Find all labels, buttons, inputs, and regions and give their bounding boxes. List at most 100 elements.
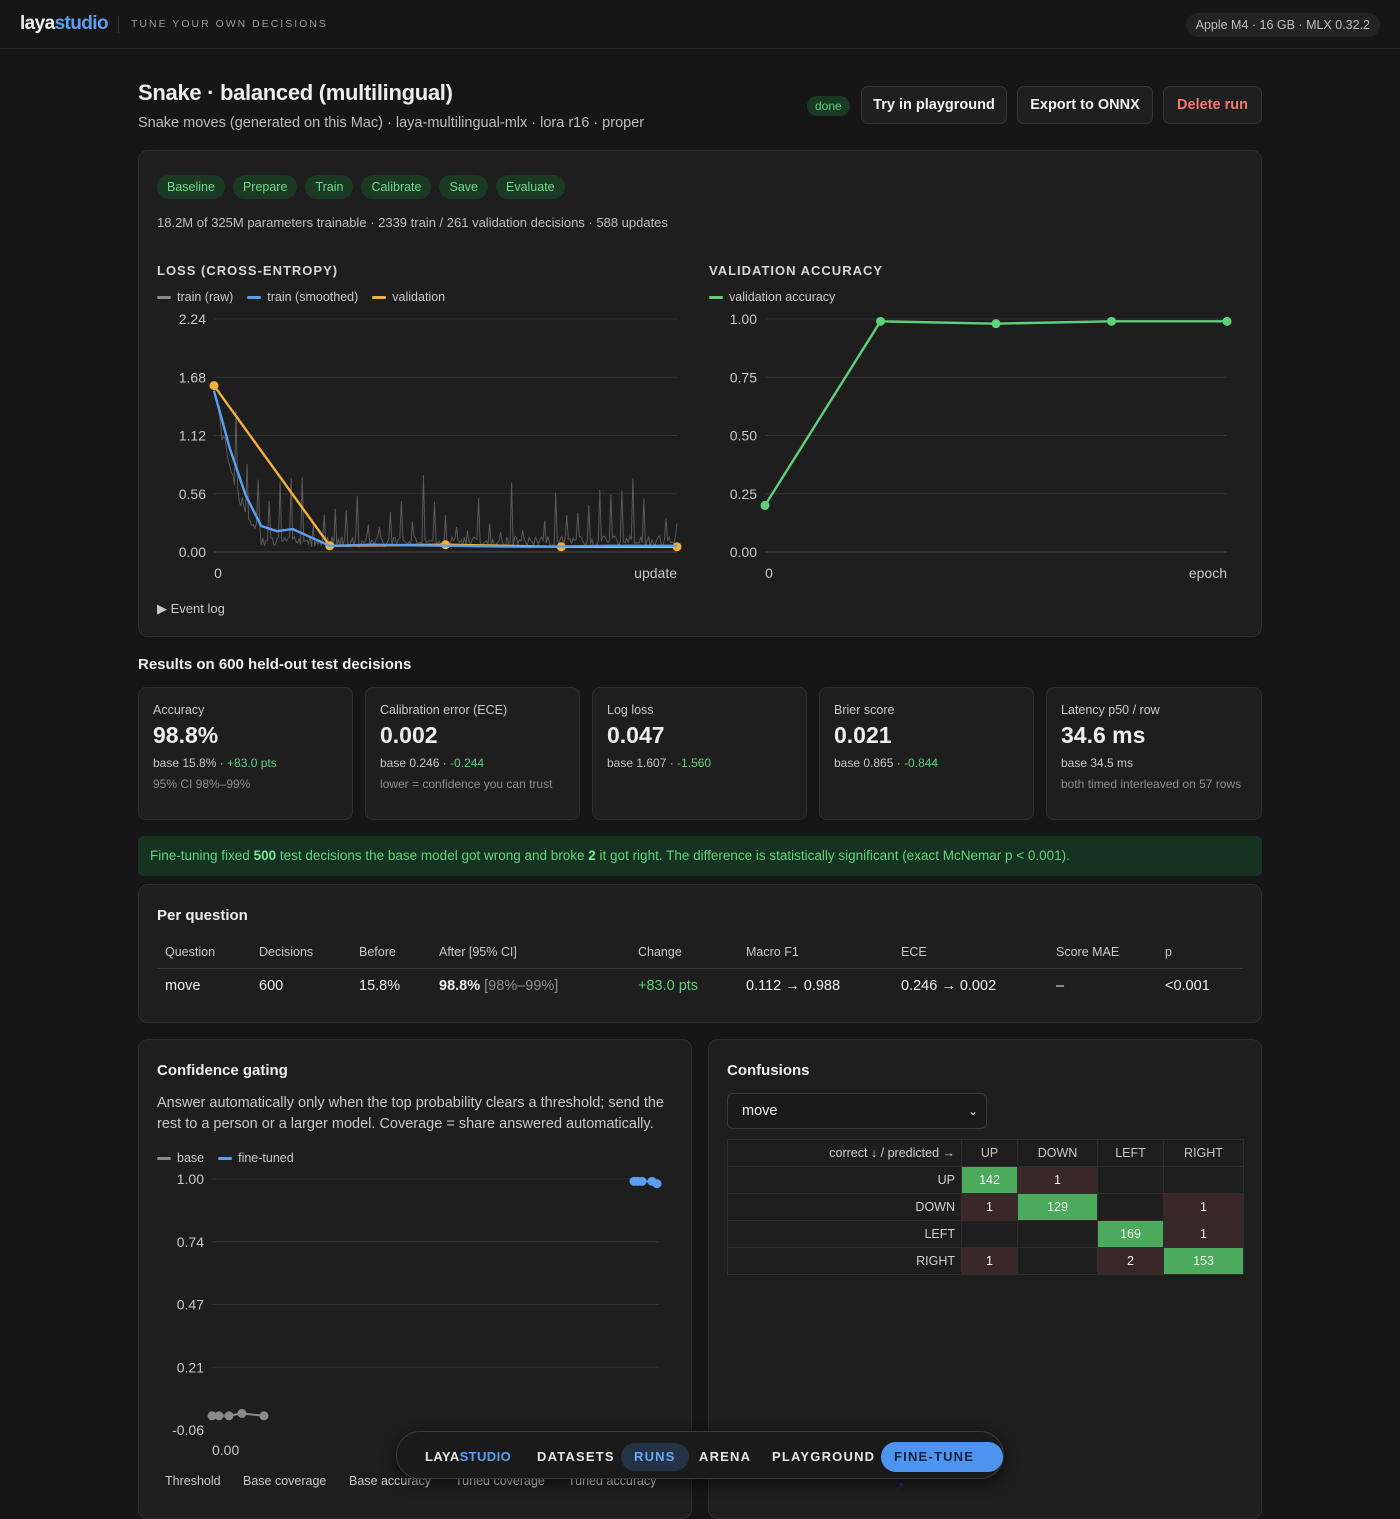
metric-value: 0.021 xyxy=(834,722,892,748)
metric-label: Log loss xyxy=(607,703,654,717)
column-header: Threshold xyxy=(165,1474,221,1488)
matrix-cell: 1 xyxy=(961,1193,1018,1221)
gating-legend: base fine-tuned xyxy=(157,1151,294,1165)
stage-train: Train xyxy=(305,175,354,199)
metric-label: Accuracy xyxy=(153,703,205,717)
matrix-row-down: DOWN 1 129 1 xyxy=(727,1193,1244,1221)
significance-banner: Fine-tuning fixed 500 test decisions the… xyxy=(138,836,1262,876)
y-tick-label: 1.00 xyxy=(730,311,757,327)
gating-chart: 1.00 0.74 0.47 0.21 -0.06 0.00 xyxy=(172,1171,662,1458)
per-question-panel: Per question Question Decisions Before A… xyxy=(138,884,1262,1023)
y-tick-label: 1.00 xyxy=(177,1171,204,1187)
nav-arena[interactable]: ARENA xyxy=(699,1449,752,1464)
matrix-cell xyxy=(961,1220,1018,1248)
per-question-table: Question Decisions Before After [95% CI]… xyxy=(157,936,1243,1004)
gating-title: Confidence gating xyxy=(157,1062,288,1079)
y-tick-label: 0.74 xyxy=(177,1234,204,1250)
legend-fine-tuned: fine-tuned xyxy=(218,1151,294,1165)
stage-save: Save xyxy=(439,175,488,199)
nav-playground[interactable]: PLAYGROUND xyxy=(772,1449,876,1464)
matrix-cell xyxy=(1097,1193,1164,1221)
column-header: DOWN xyxy=(1017,1139,1098,1167)
tagline: TUNE YOUR OWN DECISIONS xyxy=(131,18,328,30)
matrix-cell xyxy=(1017,1220,1098,1248)
column-header: Decisions xyxy=(251,936,351,969)
legend-validation-accuracy: validation accuracy xyxy=(709,290,835,304)
metric-card-log-loss: Log loss 0.047 base 1.607 · -1.560 xyxy=(592,687,807,820)
matrix-corner-label: correct ↓ / predicted → xyxy=(727,1139,962,1167)
hardware-badge: Apple M4 · 16 GB · MLX 0.32.2 xyxy=(1185,13,1380,37)
delete-run-button[interactable]: Delete run xyxy=(1163,86,1262,124)
app-logo[interactable]: layastudio xyxy=(20,13,109,34)
top-bar: layastudio TUNE YOUR OWN DECISIONS Apple… xyxy=(0,0,1400,49)
nav-brand[interactable]: LAYASTUDIO xyxy=(425,1449,512,1464)
base-point xyxy=(207,1411,217,1421)
matrix-cell: 1 xyxy=(1163,1193,1244,1221)
metric-value: 0.002 xyxy=(380,722,438,748)
y-tick-label: 0.25 xyxy=(730,486,757,502)
column-header: Base coverage xyxy=(243,1474,327,1488)
column-header: Change xyxy=(630,936,738,969)
y-tick-label: 1.68 xyxy=(179,369,206,385)
stage-calibrate: Calibrate xyxy=(361,175,432,199)
page-subtitle: Snake moves (generated on this Mac) · la… xyxy=(138,115,645,131)
try-in-playground-button[interactable]: Try in playground xyxy=(861,86,1007,124)
training-stats: 18.2M of 325M parameters trainable · 233… xyxy=(157,215,668,230)
metric-base: base 34.5 ms xyxy=(1061,756,1134,770)
metric-card-brier: Brier score 0.021 base 0.865 · -0.844 xyxy=(819,687,1034,820)
accuracy-point xyxy=(760,500,770,510)
loss-chart-title: LOSS (CROSS-ENTROPY) xyxy=(157,263,339,278)
legend-train-smoothed: train (smoothed) xyxy=(247,290,358,304)
y-tick-label: -0.06 xyxy=(172,1422,204,1438)
metric-base: base 0.865 · -0.844 xyxy=(834,756,939,770)
metric-base: base 0.246 · -0.244 xyxy=(380,756,485,770)
matrix-cell: 153 xyxy=(1163,1247,1244,1275)
column-header: UP xyxy=(961,1139,1018,1167)
metric-base: base 15.8% · +83.0 pts xyxy=(153,756,277,770)
fine-tuned-point xyxy=(652,1179,662,1189)
nav-datasets[interactable]: DATASETS xyxy=(537,1449,615,1464)
metric-value: 34.6 ms xyxy=(1061,722,1146,748)
column-header: After [95% CI] xyxy=(431,936,630,969)
matrix-row-up: UP 142 1 xyxy=(727,1166,1244,1194)
y-tick-label: 0.47 xyxy=(177,1297,204,1313)
stage-list: Baseline Prepare Train Calibrate Save Ev… xyxy=(157,175,565,199)
matrix-row-left: LEFT 169 1 xyxy=(727,1220,1244,1248)
confusion-matrix: correct ↓ / predicted → UP DOWN LEFT RIG… xyxy=(727,1139,1244,1275)
x-tick-label: 0 xyxy=(214,565,222,581)
matrix-cell: 129 xyxy=(1017,1193,1098,1221)
nav-runs[interactable]: RUNS xyxy=(621,1443,689,1471)
y-tick-label: 0.00 xyxy=(730,544,757,560)
confusions-title: Confusions xyxy=(727,1062,810,1079)
metric-card-latency: Latency p50 / row 34.6 ms base 34.5 ms b… xyxy=(1046,687,1262,820)
per-question-title: Per question xyxy=(157,907,248,924)
nav-fine-tune[interactable]: FINE-TUNE ↗ xyxy=(881,1442,1003,1494)
matrix-cell: 1 xyxy=(961,1247,1018,1275)
matrix-cell: 1 xyxy=(1163,1220,1244,1248)
training-panel: Baseline Prepare Train Calibrate Save Ev… xyxy=(138,150,1262,637)
column-header: p xyxy=(1157,936,1243,969)
matrix-cell xyxy=(1017,1247,1098,1275)
results-heading: Results on 600 held-out test decisions xyxy=(138,656,412,673)
question-select[interactable]: move ⌄ xyxy=(727,1093,987,1129)
train-raw-line xyxy=(213,385,678,548)
stage-prepare: Prepare xyxy=(232,175,298,199)
y-tick-label: 0.75 xyxy=(730,369,757,385)
bottom-nav: LAYASTUDIO DATASETS RUNS ARENA PLAYGROUN… xyxy=(396,1431,1004,1494)
metric-card-ece: Calibration error (ECE) 0.002 base 0.246… xyxy=(365,687,580,820)
metric-card-accuracy: Accuracy 98.8% base 15.8% · +83.0 pts 95… xyxy=(138,687,353,820)
metric-label: Brier score xyxy=(834,703,895,717)
column-header: Macro F1 xyxy=(738,936,893,969)
loss-legend: train (raw) train (smoothed) validation xyxy=(157,290,445,304)
metric-base: base 1.607 · -1.560 xyxy=(607,756,712,770)
y-tick-label: 2.24 xyxy=(179,311,206,327)
metric-value: 98.8% xyxy=(153,722,219,748)
metric-note: lower = confidence you can trust xyxy=(380,777,553,791)
export-onnx-button[interactable]: Export to ONNX xyxy=(1017,86,1153,124)
x-axis-label: epoch xyxy=(1189,565,1227,581)
accuracy-chart-title: VALIDATION ACCURACY xyxy=(709,263,884,278)
matrix-cell xyxy=(1163,1166,1244,1194)
event-log-toggle[interactable]: ▶ Event log xyxy=(157,601,225,616)
metric-label: Latency p50 / row xyxy=(1061,703,1160,717)
stage-baseline: Baseline xyxy=(157,175,225,199)
